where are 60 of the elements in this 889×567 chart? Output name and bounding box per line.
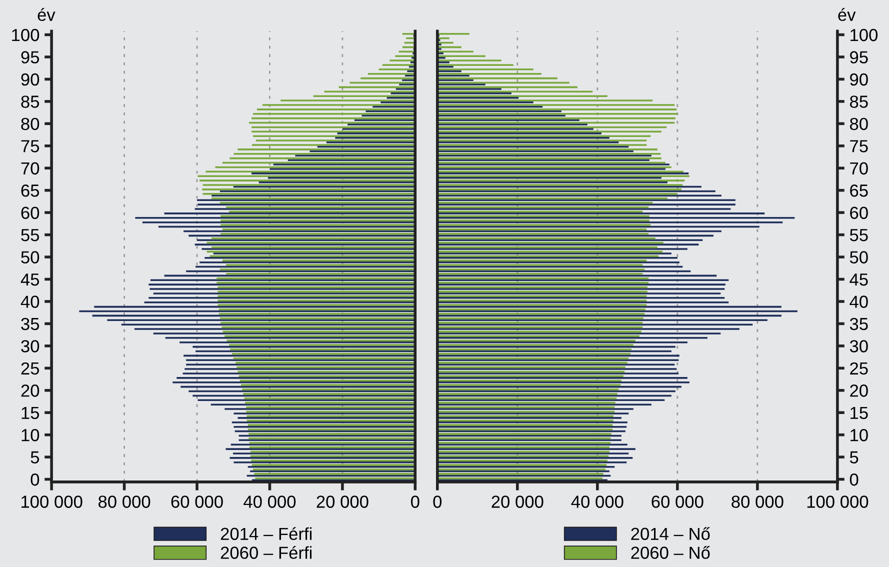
y-tick-label: 20 [850,384,868,397]
x-tick-label: 40 000 [571,496,624,508]
x-tick-label: 100 000 [807,496,868,508]
y-tick-label: 5 [30,451,40,464]
y-tick-label: 0 [30,473,40,486]
y-axis-title: év [38,8,56,21]
y-tick-label: 80 [21,118,40,130]
y-tick-label: 55 [21,229,40,242]
y-tick-label: 50 [850,251,868,264]
y-tick-label: 90 [850,73,868,86]
x-tick-label: 100 000 [22,496,82,508]
y-tick-label: 40 [20,296,40,308]
y-tick-label: 90 [21,73,40,86]
y-tick-label: 100 [12,28,40,42]
y-tick-label: 40 [850,296,868,308]
y-tick-label: 45 [850,274,868,286]
x-tick-label: 20 000 [492,496,544,508]
y-tick-label: 70 [21,162,40,175]
y-tick-label: 5 [850,451,858,464]
y-tick-label: 10 [850,428,868,442]
x-tick-label: 0 [433,496,442,508]
y-tick-label: 65 [21,184,40,197]
y-tick-label: 95 [21,51,40,64]
y-tick-label: 50 [21,251,40,264]
y-tick-label: 15 [850,406,868,420]
y-tick-label: 30 [850,340,868,352]
y-tick-label: 35 [21,318,40,330]
x-tick-label: 80 000 [98,496,150,508]
x-tick-label: 20 000 [316,496,368,508]
y-tick-label: 80 [850,118,868,130]
legend-label: 2014 – Férfi [220,527,312,540]
legend-label: 2014 – Nő [631,527,710,540]
x-tick-label: 60 000 [171,496,223,508]
y-tick-label: 0 [850,473,858,486]
y-tick-label: 95 [850,51,868,64]
y-tick-label: 75 [850,140,868,152]
legend-label: 2060 – Nő [631,546,710,559]
y-tick-label: 45 [20,274,40,286]
x-tick-label: 60 000 [652,496,704,508]
y-tick-label: 85 [850,96,868,108]
y-tick-label: 55 [850,229,868,242]
y-tick-label: 20 [21,384,40,397]
legend-label: 2060 – Férfi [220,546,312,559]
y-tick-label: 15 [22,406,40,420]
y-tick-label: 70 [850,162,868,175]
y-tick-label: 60 [21,206,40,220]
x-tick-label: 80 000 [732,496,784,508]
y-tick-label: 65 [850,184,868,197]
y-tick-label: 30 [21,340,40,352]
y-tick-label: 85 [21,96,40,108]
y-tick-label: 75 [21,140,40,152]
y-tick-label: 35 [850,318,868,330]
y-tick-label: 25 [850,362,868,375]
y-tick-label: 25 [21,362,40,375]
y-axis-title: év [838,8,856,21]
y-tick-label: 60 [850,206,868,220]
x-tick-label: 40 000 [244,496,296,508]
y-tick-label: 10 [22,428,40,442]
y-tick-label: 100 [850,28,878,42]
x-tick-label: 0 [411,496,420,508]
